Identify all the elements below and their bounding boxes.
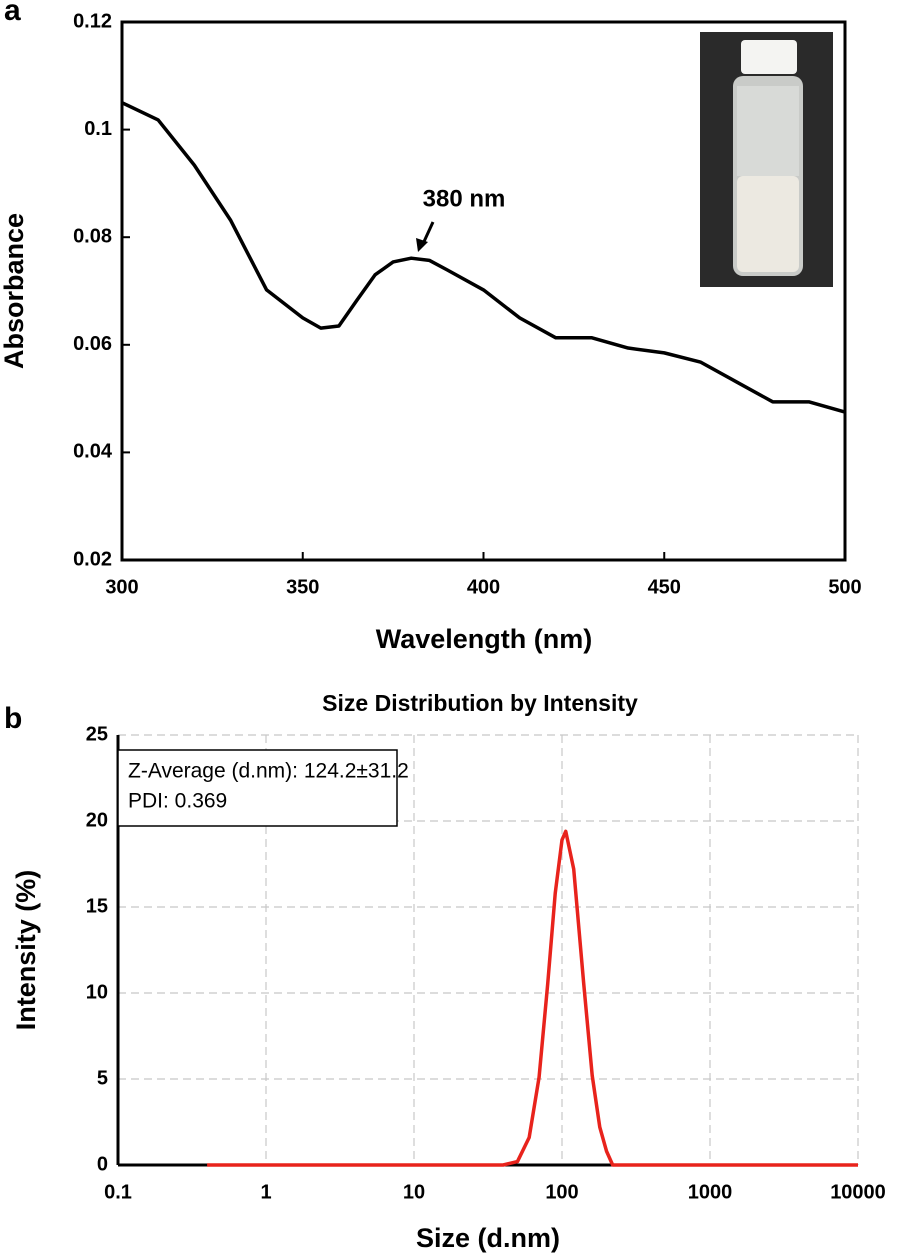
info-text: PDI: 0.369 xyxy=(128,790,227,813)
x-axis-title: Size (d.nm) xyxy=(416,1223,560,1253)
plot-frame xyxy=(120,20,847,562)
annotation: 380 nm xyxy=(423,185,506,212)
data-line xyxy=(121,101,846,414)
y-tick-label: 0.06 xyxy=(73,333,112,355)
y-tick-label: 15 xyxy=(86,895,108,917)
x-tick-label: 100 xyxy=(545,1181,578,1203)
x-tick-label: 350 xyxy=(286,576,319,598)
x-tick-label: 1 xyxy=(260,1181,271,1203)
y-tick-label: 20 xyxy=(86,809,108,831)
y-tick-label: 0.02 xyxy=(73,548,112,570)
y-axis-title: Absorbance xyxy=(0,213,29,369)
x-tick-label: 0.1 xyxy=(104,1181,132,1203)
inset-photo xyxy=(700,32,833,287)
x-axis-title: Wavelength (nm) xyxy=(376,624,593,654)
y-tick-label: 10 xyxy=(86,981,108,1003)
annotation-arrow xyxy=(416,221,435,252)
panel-label: a xyxy=(4,0,21,27)
x-tick-label: 1000 xyxy=(688,1181,733,1203)
chart-title: Size Distribution by Intensity xyxy=(322,690,638,716)
info-box xyxy=(117,749,398,827)
y-tick-label: 25 xyxy=(86,723,108,745)
panel-label: b xyxy=(4,702,22,735)
y-tick-label: 5 xyxy=(97,1067,108,1089)
y-tick-label: 0.08 xyxy=(73,225,112,247)
y-axis-title: Intensity (%) xyxy=(11,870,41,1031)
y-tick-label: 0.04 xyxy=(73,441,113,463)
x-tick-label: 400 xyxy=(467,576,500,598)
x-tick-label: 10000 xyxy=(830,1181,886,1203)
data-line xyxy=(207,829,858,1167)
y-tick-label: 0 xyxy=(97,1153,108,1175)
x-tick-label: 10 xyxy=(403,1181,425,1203)
x-tick-label: 500 xyxy=(828,576,861,598)
info-text: Z-Average (d.nm): 124.2±31.2 xyxy=(128,760,409,783)
y-tick-label: 0.12 xyxy=(73,10,112,32)
x-tick-label: 450 xyxy=(648,576,681,598)
x-tick-label: 300 xyxy=(105,576,138,598)
y-tick-label: 0.1 xyxy=(84,118,112,140)
